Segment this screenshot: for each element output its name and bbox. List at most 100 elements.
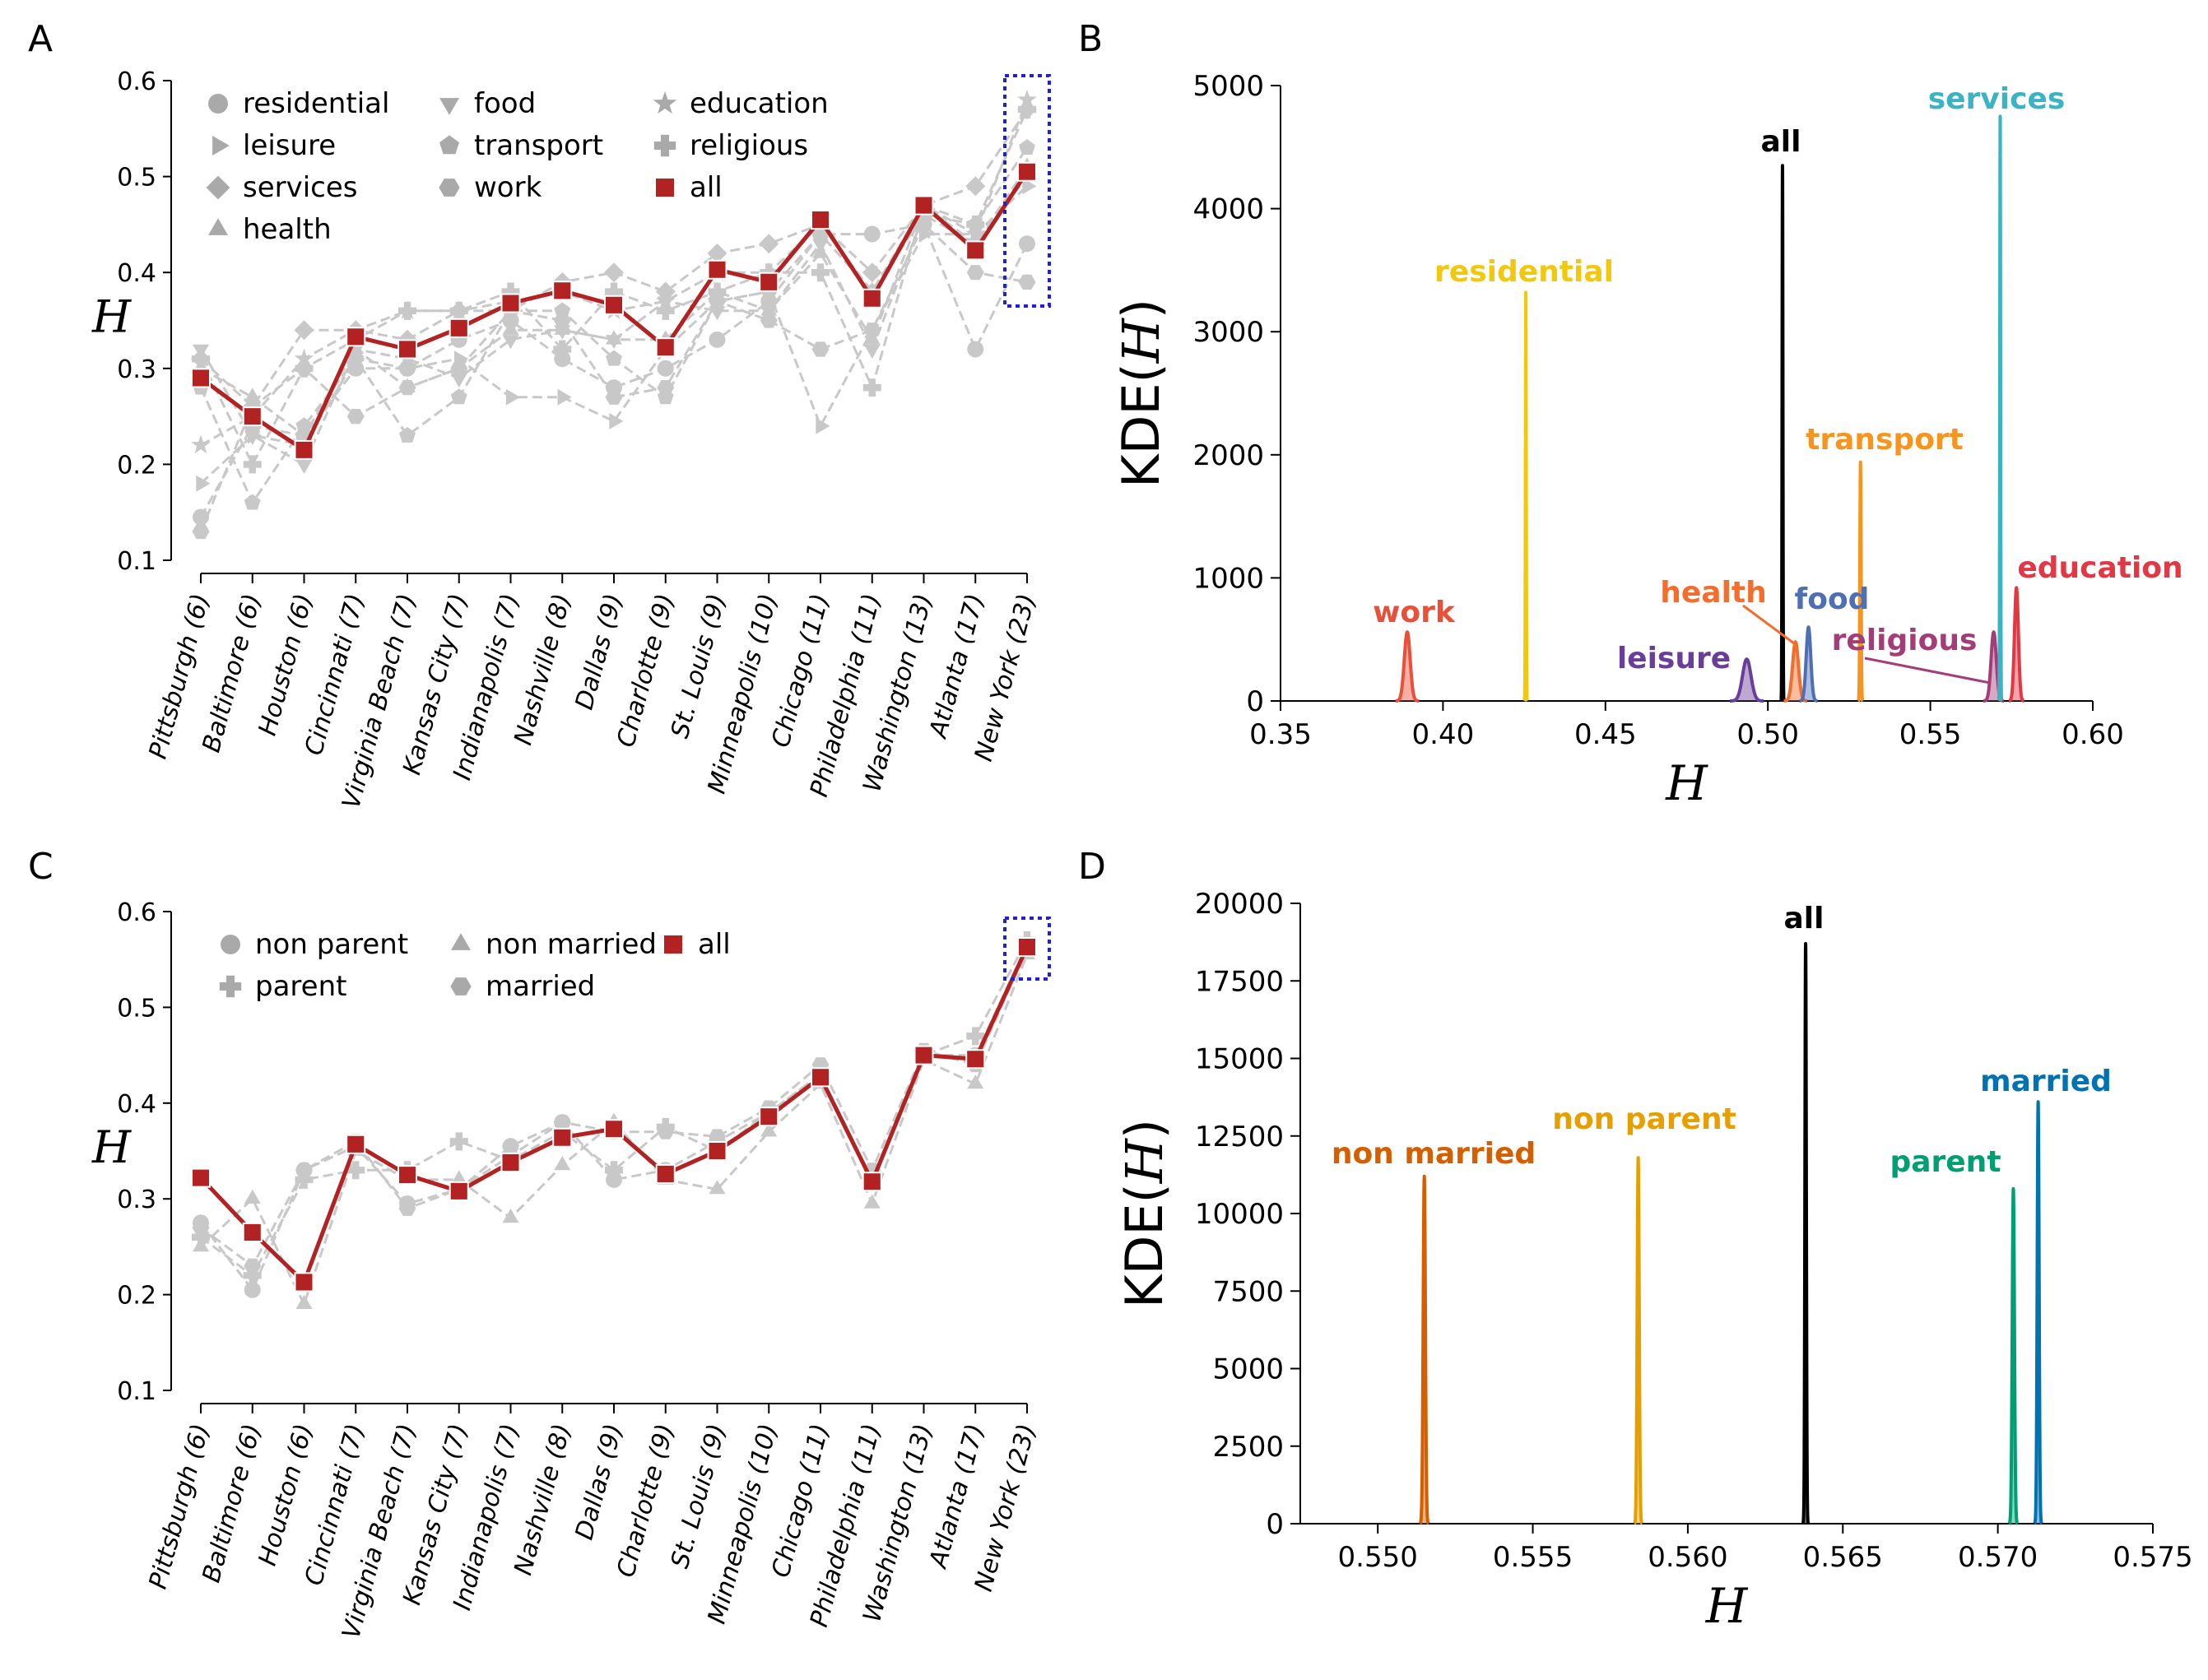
y-tick-label: 1000 xyxy=(1192,562,1264,595)
point-religious xyxy=(398,301,416,320)
y-tick-label: 0.2 xyxy=(117,451,156,480)
panel-b-kde-chart: 0 1000 2000 3000 4000 5000 0.35 0.40 0.45 0.50 0.5… xyxy=(1111,70,2124,811)
series-line-residential xyxy=(199,223,1029,518)
legend-label-health: health xyxy=(243,213,332,246)
y-axis-label: H xyxy=(91,291,132,343)
legend-label-non-married: non married xyxy=(486,928,657,961)
point-transport xyxy=(450,388,467,405)
point-all xyxy=(707,1141,727,1161)
point-food xyxy=(450,373,467,388)
kde-line-services xyxy=(1996,114,2004,703)
point-education xyxy=(294,348,314,368)
series-line-parent xyxy=(200,940,1029,1278)
point-parent xyxy=(243,1266,262,1285)
y-axis-label-part: ) xyxy=(1114,1119,1174,1139)
point-all xyxy=(655,337,676,358)
panel-letter-c: C xyxy=(28,846,53,888)
point-all xyxy=(811,1067,830,1088)
point-married xyxy=(398,1200,416,1216)
point-non-married xyxy=(295,1294,313,1309)
point-parent xyxy=(192,1228,210,1246)
y-tick-label: 20000 xyxy=(1195,888,1284,921)
x-tick-label: 0.40 xyxy=(1412,718,1475,751)
point-work xyxy=(192,523,210,540)
point-services xyxy=(965,176,986,197)
point-work xyxy=(915,216,932,232)
point-non-married xyxy=(244,1189,261,1204)
legend-marker-all xyxy=(662,934,684,955)
y-tick-label: 7500 xyxy=(1212,1275,1284,1308)
highlight-box xyxy=(1003,74,1051,308)
point-non-parent xyxy=(244,1281,261,1298)
y-tick-label: 5000 xyxy=(1192,70,1264,103)
legend-label-work: work xyxy=(474,171,542,204)
kde-non-parent xyxy=(1632,1156,1644,1525)
point-residential xyxy=(1019,235,1035,253)
legend-label-services: services xyxy=(243,171,358,204)
legend-marker-non-parent xyxy=(221,935,240,954)
label-religious: religious xyxy=(1832,624,1978,657)
point-residential xyxy=(554,350,571,368)
panel-letter-b: B xyxy=(1078,18,1103,60)
point-work xyxy=(709,294,726,309)
point-married xyxy=(192,1220,210,1236)
point-religious xyxy=(708,282,727,301)
panel-b-label-leaders xyxy=(1742,604,1991,685)
point-residential xyxy=(657,360,674,377)
point-non-married xyxy=(450,1170,467,1185)
point-all xyxy=(552,281,573,301)
point-leisure xyxy=(557,388,572,406)
legend-marker-residential xyxy=(208,94,228,114)
legend-label-non-parent: non parent xyxy=(255,928,408,961)
legend-marker-religious xyxy=(653,134,676,157)
point-leisure xyxy=(505,388,520,406)
legend-marker-health xyxy=(208,218,228,235)
point-all xyxy=(294,1272,314,1292)
legend-label-leisure: leisure xyxy=(243,129,336,162)
kde-married xyxy=(2033,1100,2043,1525)
x-tick-label-dallas-9: Dallas (9) xyxy=(570,1421,629,1543)
leader-religious xyxy=(1864,657,1991,685)
point-residential xyxy=(863,225,881,243)
point-all xyxy=(913,1045,934,1065)
x-tick-label: 0.560 xyxy=(1648,1541,1727,1574)
panel-letter-d: D xyxy=(1078,846,1106,888)
kde-services xyxy=(1996,114,2004,703)
point-work xyxy=(398,380,416,396)
legend-label-parent: parent xyxy=(255,970,346,1003)
y-tick-label: 0 xyxy=(1266,1508,1284,1541)
kde-line-non-married xyxy=(1418,1174,1430,1525)
point-leisure xyxy=(609,413,624,429)
point-food xyxy=(554,325,571,340)
legend-marker-work xyxy=(439,179,460,197)
point-non-married xyxy=(554,1156,571,1171)
x-tick-label: 0.50 xyxy=(1736,718,1799,751)
point-all xyxy=(191,1167,211,1188)
kde-fill-work xyxy=(1395,632,1420,701)
point-non-parent xyxy=(606,1171,622,1188)
point-all xyxy=(759,1107,779,1127)
label-education: education xyxy=(2017,551,2182,585)
point-all xyxy=(811,210,830,230)
panel-d-labels: non married non parent all parent marrie… xyxy=(1332,902,2112,1179)
point-work xyxy=(346,409,365,425)
point-transport xyxy=(347,350,365,366)
point-religious xyxy=(862,378,881,397)
point-married xyxy=(657,1124,675,1139)
point-health xyxy=(244,388,261,402)
point-leisure xyxy=(196,475,211,492)
y-tick-label: 15000 xyxy=(1195,1043,1284,1076)
point-religious xyxy=(656,301,675,320)
point-education xyxy=(191,434,211,454)
point-services xyxy=(862,262,882,283)
point-all xyxy=(552,1127,573,1148)
point-work xyxy=(657,380,675,396)
label-parent: parent xyxy=(1890,1145,2001,1179)
y-tick-label: 0.5 xyxy=(117,164,156,193)
legend-marker-married xyxy=(450,977,472,995)
y-axis-label-part: KDE( xyxy=(1111,363,1171,488)
point-parent xyxy=(966,1027,985,1046)
kde-food xyxy=(1797,625,1820,703)
point-work xyxy=(553,313,571,328)
